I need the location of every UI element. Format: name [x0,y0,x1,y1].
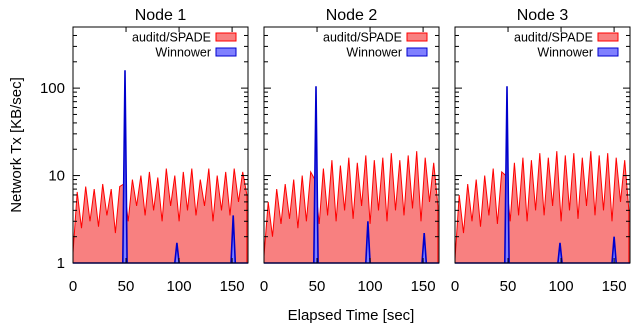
y-axis-label: Network Tx [KB/sec] [8,77,25,213]
panel-title: Node 2 [326,7,378,24]
x-tick-label: 0 [260,278,268,295]
legend-swatch [215,47,237,57]
legend-label: Winnower [155,46,211,60]
x-tick-label: 100 [167,278,192,295]
x-tick-label: 50 [309,278,326,295]
legend-swatch [215,32,237,42]
series-area-auditd-spade [454,151,630,264]
plot-frame [454,26,631,264]
legend-label: Winnower [537,46,593,60]
x-tick-label: 50 [500,278,517,295]
series-area-auditd-spade [72,168,248,264]
x-tick-label: 100 [549,278,574,295]
y-tick-label: 1 [57,255,65,272]
x-tick-label: 100 [358,278,383,295]
y-tick-label: 100 [40,80,65,97]
legend-swatch [406,47,428,57]
x-axis-label: Elapsed Time [sec] [288,307,415,324]
legend-label: auditd/SPADE [323,31,402,45]
legend-swatch [406,32,428,42]
x-tick-label: 0 [451,278,459,295]
x-tick-label: 50 [118,278,135,295]
x-tick-label: 150 [411,278,436,295]
x-tick-label: 150 [220,278,245,295]
panel-title: Node 1 [135,7,187,24]
x-tick-label: 0 [69,278,77,295]
legend-label: Winnower [346,46,402,60]
legend-label: auditd/SPADE [514,31,593,45]
plot-frame [263,26,440,264]
plot-frame [72,26,249,264]
legend-swatch [597,32,619,42]
y-tick-label: 10 [48,168,65,185]
series-area-auditd-spade [263,151,439,264]
x-tick-label: 150 [602,278,627,295]
legend-label: auditd/SPADE [132,31,211,45]
legend-swatch [597,47,619,57]
panel-title: Node 3 [517,7,569,24]
